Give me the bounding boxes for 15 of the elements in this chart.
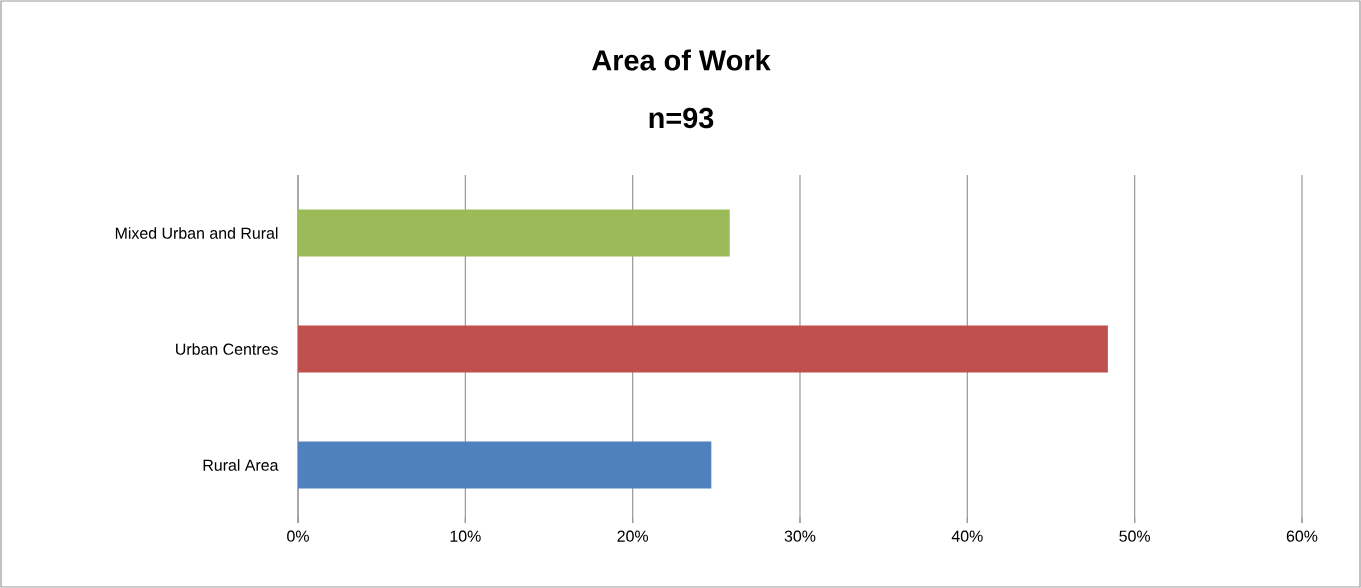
x-tick-label: 40% xyxy=(951,530,983,542)
x-tick-label: 10% xyxy=(450,530,481,542)
x-tick-label: 50% xyxy=(1119,530,1151,542)
bar xyxy=(298,325,1108,373)
x-tick-label: 0% xyxy=(287,530,309,542)
x-tick-label: 60% xyxy=(1286,530,1318,542)
x-tick-label: 30% xyxy=(784,530,816,542)
x-tick-label: 20% xyxy=(617,530,649,542)
chart-title: Area of Work xyxy=(592,49,771,71)
bar xyxy=(298,209,730,257)
chart-subtitle: n=93 xyxy=(649,107,714,129)
y-tick-label: Mixed Urban and Rural xyxy=(115,227,278,239)
y-tick-label: Rural Area xyxy=(203,459,279,471)
y-tick-label: Urban Centres xyxy=(176,343,278,355)
bar xyxy=(298,441,712,489)
